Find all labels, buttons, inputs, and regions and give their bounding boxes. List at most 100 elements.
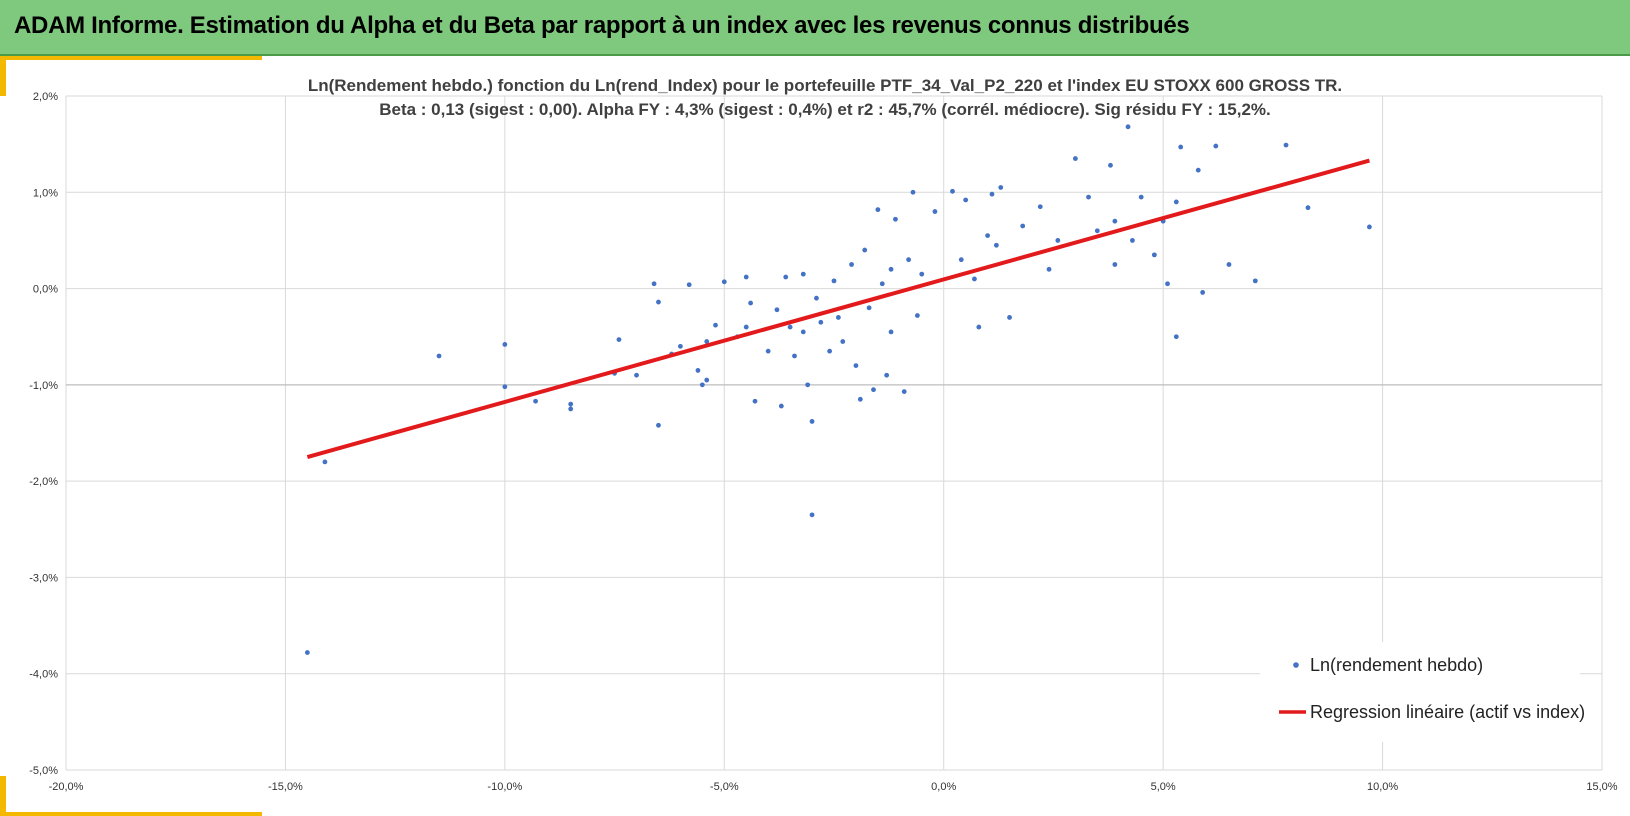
data-point (699, 382, 705, 388)
x-tick-label: 5,0% (1151, 781, 1176, 793)
data-point (1108, 162, 1113, 168)
data-point (568, 406, 574, 412)
data-point (1200, 290, 1206, 295)
legend-label-regression: Regression linéaire (actif vs index) (1310, 702, 1585, 722)
data-point (1165, 281, 1170, 287)
data-point (950, 188, 955, 194)
data-point (888, 329, 894, 335)
y-axis-ticks: 2,0% 1,0% 0,0% -1,0% -2,0% -3,0% -4,0% -5,0% (29, 91, 58, 777)
data-point (910, 189, 916, 195)
regression-line (306, 158, 1370, 459)
data-point (1072, 156, 1078, 161)
data-point (533, 398, 538, 404)
data-point (919, 271, 925, 277)
data-point (893, 216, 898, 222)
data-point (1086, 194, 1091, 200)
data-point (765, 348, 771, 354)
x-tick-label: -5,0% (710, 781, 739, 793)
data-point (985, 233, 990, 239)
data-point (1094, 228, 1100, 234)
data-point (783, 274, 789, 280)
data-point (993, 242, 999, 248)
y-tick-label: -1,0% (29, 380, 58, 392)
x-tick-label: 0,0% (931, 781, 956, 793)
data-point (1037, 204, 1043, 210)
data-point (800, 271, 806, 277)
data-point (1046, 266, 1052, 272)
accent-bar-bottom (0, 812, 262, 816)
data-point (809, 512, 815, 518)
data-point (616, 337, 622, 343)
y-tick-label: 2,0% (33, 91, 58, 103)
data-point (862, 247, 868, 253)
accent-bar-left-bottom (0, 776, 6, 816)
x-tick-label: 15,0% (1586, 781, 1617, 793)
data-point (875, 207, 881, 213)
data-point (743, 274, 749, 280)
data-point (1138, 194, 1144, 200)
legend-background (1260, 642, 1580, 742)
data-point (835, 315, 841, 320)
data-point (1305, 205, 1311, 211)
data-point (857, 396, 863, 402)
data-point (976, 324, 982, 330)
chart-title-line-1: Ln(Rendement hebdo.) fonction du Ln(rend… (308, 76, 1342, 95)
x-axis-ticks: -20,0% -15,0% -10,0% -5,0% 0,0% 5,0% 10,0% 15,0… (49, 781, 1618, 793)
data-point (989, 191, 995, 197)
x-tick-label: 10,0% (1367, 781, 1398, 793)
data-point (651, 281, 657, 287)
legend-marker-points (1293, 662, 1299, 668)
data-point (502, 384, 508, 390)
data-point (1213, 143, 1219, 149)
data-point (906, 257, 912, 263)
data-point (1007, 315, 1012, 320)
data-point (436, 353, 442, 359)
data-point (888, 266, 894, 272)
scatter-points (304, 124, 1372, 655)
data-point (787, 324, 793, 330)
data-point (831, 278, 837, 284)
data-point (1178, 144, 1184, 150)
report-title: ADAM Informe. Estimation du Alpha et du … (14, 12, 1190, 39)
data-point (792, 353, 797, 359)
data-point (849, 262, 854, 267)
data-point (304, 650, 310, 655)
y-tick-label: 0,0% (33, 284, 58, 296)
data-point (805, 382, 811, 388)
data-point (774, 307, 780, 313)
data-point (800, 329, 806, 335)
data-point (1112, 218, 1118, 224)
data-point (704, 377, 710, 383)
data-point (713, 322, 718, 328)
y-tick-label: -3,0% (29, 572, 58, 584)
data-point (972, 276, 977, 282)
y-tick-label: -2,0% (29, 476, 58, 488)
data-point (840, 339, 846, 344)
data-point (963, 197, 969, 203)
y-tick-label: 1,0% (33, 187, 58, 199)
data-point (998, 185, 1004, 190)
data-point (1226, 262, 1232, 267)
accent-bar-top (0, 56, 262, 60)
accent-bar-left-top (0, 56, 6, 96)
data-point (932, 209, 938, 214)
data-point (1125, 124, 1131, 130)
chart-title-line-2: Beta : 0,13 (sigest : 0,00). Alpha FY : … (379, 100, 1271, 119)
data-point (866, 305, 872, 311)
data-point (778, 403, 784, 409)
data-point (656, 299, 661, 305)
data-point (704, 339, 710, 344)
grid-layer (65, 95, 1603, 771)
data-point (809, 419, 815, 424)
data-point (721, 279, 727, 285)
data-point (814, 295, 819, 301)
data-point (748, 300, 754, 306)
data-point (901, 389, 907, 394)
data-point (827, 348, 833, 354)
data-point (879, 281, 885, 287)
data-point (322, 459, 328, 465)
data-point (678, 343, 683, 349)
data-point (656, 422, 661, 428)
data-point (818, 319, 824, 325)
